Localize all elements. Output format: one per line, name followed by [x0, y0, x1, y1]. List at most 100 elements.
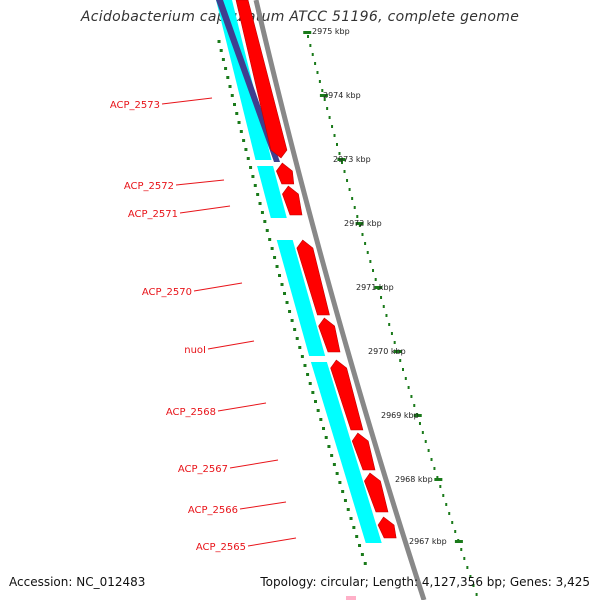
inner-dot: [343, 499, 347, 502]
inner-dot: [242, 139, 246, 142]
ruler-dot: [380, 296, 383, 299]
inner-tick-dots: [217, 40, 367, 565]
ruler-dot: [351, 197, 354, 200]
ruler-dot: [311, 53, 314, 56]
ruler-dot: [433, 467, 436, 470]
ruler-dot: [445, 503, 448, 506]
tick-label-2974: 2974 kbp: [323, 91, 361, 100]
forward-cds-arrow: [276, 162, 295, 185]
reverse-strand-band: [276, 240, 326, 356]
forward-cds-arrow: [282, 185, 303, 216]
gene-label-acp-2567: ACP_2567: [178, 464, 228, 475]
label-leaders: [161, 97, 297, 547]
gene-label-nuoi: nuoI: [184, 345, 206, 356]
inner-dot: [260, 211, 264, 214]
inner-dot: [290, 319, 294, 322]
label-leader-line: [247, 537, 297, 547]
ruler-dot: [393, 341, 396, 344]
tick-label-2973: 2973 kbp: [333, 155, 371, 164]
ruler-dot: [326, 107, 329, 110]
gene-label-acp-2566: ACP_2566: [188, 505, 238, 516]
ruler-dot: [401, 368, 404, 371]
ruler-dot: [358, 224, 361, 227]
accession-text: Accession: NC_012483: [9, 575, 146, 589]
inner-dot: [349, 517, 353, 520]
inner-dot: [308, 382, 312, 385]
inner-dot: [244, 148, 248, 151]
ruler-dot: [348, 188, 351, 191]
ruler-dot: [382, 305, 385, 308]
ruler-dot: [404, 377, 407, 380]
tick-label-2968: 2968 kbp: [395, 475, 433, 484]
reverse-strand-band: [216, 0, 272, 160]
inner-dot: [226, 76, 230, 79]
inner-dot: [221, 58, 225, 61]
ruler-major-tick: [319, 94, 328, 97]
ruler-dot: [399, 359, 402, 362]
ruler-dot: [421, 431, 424, 434]
partial-feature: [346, 596, 356, 600]
inner-dot: [338, 481, 342, 484]
ruler-dot: [410, 395, 413, 398]
ruler-dot: [442, 494, 445, 497]
ruler-dot: [307, 35, 310, 38]
ruler-major-tick: [393, 350, 402, 353]
ruler-dot: [346, 179, 349, 182]
ruler-dot: [439, 485, 442, 488]
gene-label-acp-2573: ACP_2573: [110, 100, 160, 111]
inner-dot: [324, 436, 328, 439]
ruler-major-tick: [434, 478, 443, 481]
label-leader-line: [179, 205, 231, 214]
inner-dot: [251, 175, 255, 178]
inner-dot: [258, 202, 262, 205]
inner-dot: [273, 256, 277, 259]
ruler-dot: [388, 323, 391, 326]
ruler-dot: [338, 152, 341, 155]
ruler-dot: [413, 404, 416, 407]
ruler-dot: [424, 440, 427, 443]
inner-dot: [265, 229, 269, 232]
forward-cds-arrow: [330, 359, 364, 431]
forward-cds-arrow: [377, 516, 397, 539]
gene-label-acp-2565: ACP_2565: [196, 542, 246, 553]
label-leader-line: [229, 459, 279, 469]
ruler-dot: [318, 80, 321, 83]
ruler-ticks: [303, 31, 463, 543]
inner-dot: [352, 526, 356, 529]
ruler-dot: [472, 584, 475, 587]
inner-dot: [217, 40, 221, 43]
inner-dot: [237, 121, 241, 124]
label-leader-line: [175, 179, 225, 186]
ruler-dot: [427, 449, 430, 452]
ruler-dot: [430, 458, 433, 461]
inner-dot: [322, 427, 326, 430]
forward-cds-arrow: [364, 472, 389, 513]
label-leader-line: [217, 402, 267, 412]
ruler-dot: [451, 521, 454, 524]
forward-cds-arrow: [351, 432, 376, 471]
ruler-dot: [372, 269, 375, 272]
ruler-dot: [366, 251, 369, 254]
ruler-major-tick: [454, 540, 463, 543]
inner-dot: [346, 508, 350, 511]
forward-cds-arrow: [296, 239, 330, 316]
inner-dot: [341, 490, 345, 493]
ruler-dot: [374, 278, 377, 281]
tick-label-2967: 2967 kbp: [409, 537, 447, 546]
backbone-line: [253, 0, 427, 600]
tick-label-2971: 2971 kbp: [356, 283, 394, 292]
inner-dot: [239, 130, 243, 133]
inner-dot: [306, 373, 310, 376]
inner-dot: [219, 49, 223, 52]
ruler-dot: [309, 44, 312, 47]
inner-dot: [256, 193, 260, 196]
inner-dot: [268, 238, 272, 241]
ruler-dot: [475, 593, 478, 596]
inner-dot: [319, 418, 323, 421]
ruler-dot: [316, 71, 319, 74]
inner-dot: [293, 328, 297, 331]
ruler-major-tick: [374, 286, 383, 289]
genome-summary-text: Topology: circular; Length: 4,127,356 bp…: [260, 575, 590, 589]
inner-dot: [246, 157, 250, 160]
inner-dot: [288, 310, 292, 313]
